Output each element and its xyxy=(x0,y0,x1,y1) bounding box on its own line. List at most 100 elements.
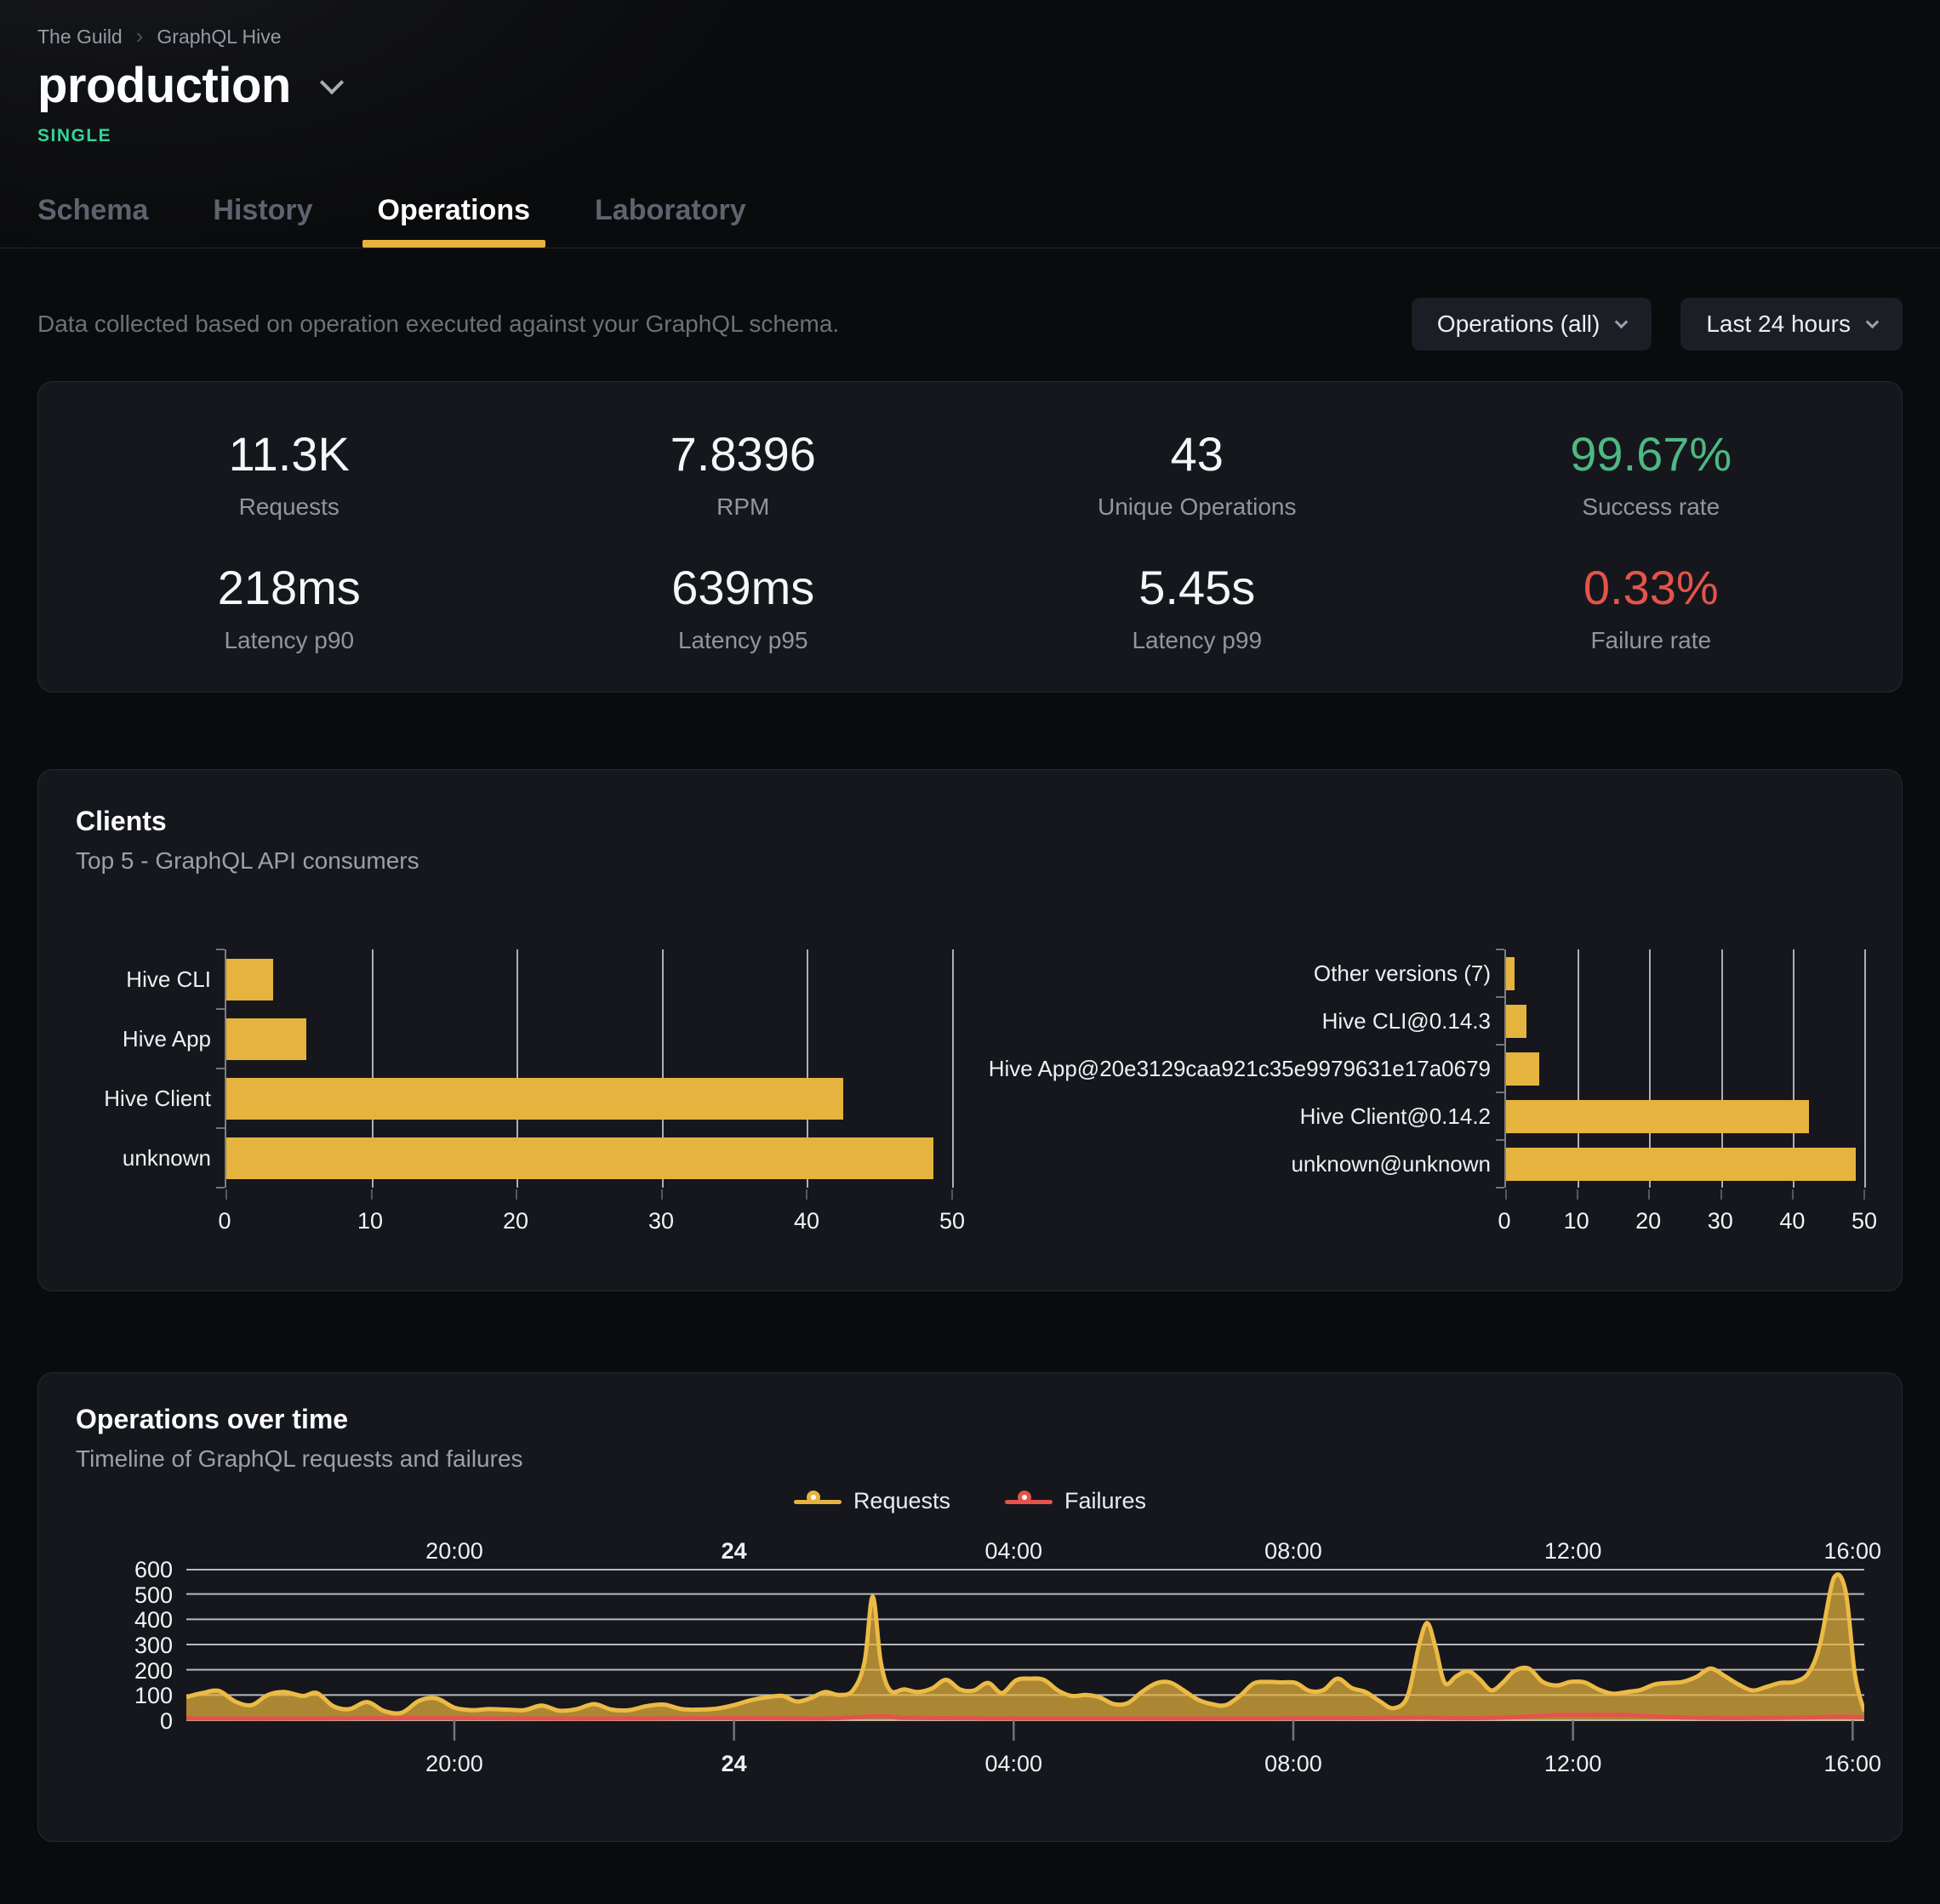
axis-tick-label: 30 xyxy=(648,1208,675,1234)
axis-tick xyxy=(1577,1189,1579,1200)
timeline-legend: Requests Failures xyxy=(76,1488,1864,1514)
bar-category-label: unknown xyxy=(122,1144,211,1171)
timeline-x-tick-label: 24 xyxy=(721,1538,747,1564)
axis-tick xyxy=(1496,1139,1504,1141)
clients-card-subtitle: Top 5 - GraphQL API consumers xyxy=(76,847,419,874)
tab-laboratory[interactable]: Laboratory xyxy=(595,194,746,226)
axis-tick-label: 10 xyxy=(357,1208,384,1234)
clients-by-name-plot[interactable] xyxy=(216,949,954,1200)
gridline xyxy=(952,949,954,1188)
breadcrumb: The Guild › GraphQL Hive xyxy=(37,0,1903,48)
chevron-down-icon xyxy=(1615,315,1629,329)
bar-category-label: Hive CLI@0.14.3 xyxy=(1321,1007,1491,1034)
bar[interactable] xyxy=(226,1018,306,1060)
bar[interactable] xyxy=(1506,1052,1539,1086)
bar-category-label: unknown@unknown xyxy=(1291,1150,1491,1177)
timeline-x-tick-label: 12:00 xyxy=(1543,1751,1602,1776)
stat-latency-p90: 218ms Latency p90 xyxy=(217,561,361,653)
single-badge: SINGLE xyxy=(37,126,112,145)
axis-tick-label: 30 xyxy=(1707,1208,1733,1234)
axis-tick xyxy=(1496,1092,1504,1093)
page-header: The Guild › GraphQL Hive production SING… xyxy=(0,0,1940,248)
axis-tick xyxy=(1496,1044,1504,1046)
timeline-x-tick-label: 08:00 xyxy=(1264,1538,1322,1564)
clients-by-name-chart: Hive CLI Hive App Hive Client unknown 0 10 20… xyxy=(76,949,965,1242)
tab-history[interactable]: History xyxy=(213,194,313,226)
axis-tick xyxy=(216,1068,225,1069)
target-selector-chevron-icon[interactable] xyxy=(319,70,344,94)
breadcrumb-item-org[interactable]: The Guild xyxy=(37,26,123,48)
axis-tick-label: 40 xyxy=(1779,1208,1806,1234)
axis-tick xyxy=(225,1189,227,1200)
timeline-y-tick-label: 300 xyxy=(134,1633,173,1658)
clients-card-title: Clients xyxy=(76,806,167,836)
bar[interactable] xyxy=(226,958,273,1000)
bar[interactable] xyxy=(1506,1004,1526,1038)
clients-card: Clients Top 5 - GraphQL API consumers Hi… xyxy=(37,769,1903,1291)
tab-operations[interactable]: Operations xyxy=(362,194,546,248)
time-range-value: Last 24 hours xyxy=(1706,311,1851,337)
bar[interactable] xyxy=(226,1077,844,1120)
legend-requests[interactable]: Requests xyxy=(793,1488,950,1514)
active-tab-underline xyxy=(362,240,546,248)
axis-tick xyxy=(370,1189,373,1200)
stat-rpm: 7.8396 RPM xyxy=(670,427,816,520)
content-description: Data collected based on operation execut… xyxy=(37,311,840,337)
bar[interactable] xyxy=(1506,956,1515,990)
ops-card-title: Operations over time xyxy=(76,1404,349,1434)
operations-filter-dropdown[interactable]: Operations (all) xyxy=(1411,298,1652,351)
bar-category-label: Hive Client xyxy=(104,1085,211,1111)
timeline-y-axis: 0 100 200 300 400 500 600 xyxy=(76,1535,186,1781)
bar-category-label: Other versions (7) xyxy=(1313,960,1491,986)
axis-tick xyxy=(1496,996,1504,998)
stat-failure-rate: 0.33% Failure rate xyxy=(1583,561,1719,653)
timeline-chart[interactable] xyxy=(186,1569,1864,1747)
bar[interactable] xyxy=(1506,1147,1856,1181)
clients-by-version-labels: Other versions (7) Hive CLI@0.14.3 Hive Ap… xyxy=(988,949,1504,1242)
bar-category-label: Hive App xyxy=(122,1025,211,1052)
ops-card-subtitle: Timeline of GraphQL requests and failure… xyxy=(76,1445,523,1472)
axis-tick xyxy=(1496,949,1504,950)
timeline-x-axis-top: 20:00 24 04:00 08:00 12:00 16:00 xyxy=(186,1535,1881,1569)
legend-failures[interactable]: Failures xyxy=(1005,1488,1146,1514)
breadcrumb-item-project[interactable]: GraphQL Hive xyxy=(157,26,282,48)
time-range-dropdown[interactable]: Last 24 hours xyxy=(1680,298,1903,351)
timeline-x-tick-label: 24 xyxy=(721,1751,747,1776)
axis-tick-label: 10 xyxy=(1563,1208,1589,1234)
gridline xyxy=(1864,949,1866,1188)
axis-tick xyxy=(806,1189,808,1200)
gridline xyxy=(661,949,664,1188)
gridline xyxy=(807,949,809,1188)
axis-tick xyxy=(1791,1189,1794,1200)
bar[interactable] xyxy=(1506,1099,1810,1133)
axis-tick-label: 50 xyxy=(939,1208,966,1234)
clients-by-version-plot[interactable] xyxy=(1496,949,1866,1200)
timeline-x-tick-label: 04:00 xyxy=(984,1538,1043,1564)
axis-tick xyxy=(660,1189,663,1200)
requests-marker-icon xyxy=(793,1490,842,1514)
gridline xyxy=(1792,949,1794,1188)
clients-by-name-axis: 0 10 20 30 40 50 xyxy=(218,1203,965,1242)
axis-tick xyxy=(1863,1189,1865,1200)
axis-tick xyxy=(216,949,225,950)
timeline-x-tick-label: 20:00 xyxy=(425,1538,483,1564)
axis-tick xyxy=(216,1127,225,1129)
gridline xyxy=(371,949,374,1188)
timeline-x-tick-label: 04:00 xyxy=(984,1751,1043,1776)
bar-category-label: Hive App@20e3129caa921c35e9979631e17a067… xyxy=(988,1055,1491,1081)
bar[interactable] xyxy=(226,1137,933,1179)
axis-tick xyxy=(1648,1189,1651,1200)
axis-tick-label: 20 xyxy=(1635,1208,1662,1234)
page-title: production xyxy=(37,58,291,113)
axis-tick xyxy=(951,1189,953,1200)
timeline-x-tick-label: 16:00 xyxy=(1823,1751,1882,1776)
tab-schema[interactable]: Schema xyxy=(37,194,149,226)
timeline-y-tick-label: 400 xyxy=(134,1607,173,1633)
stat-requests: 11.3K Requests xyxy=(228,427,350,520)
timeline-y-tick-label: 200 xyxy=(134,1657,173,1684)
failures-marker-icon xyxy=(1005,1490,1053,1514)
clients-by-version-chart: Other versions (7) Hive CLI@0.14.3 Hive Ap… xyxy=(988,949,1877,1242)
axis-tick xyxy=(516,1189,518,1200)
axis-tick xyxy=(216,1187,225,1189)
axis-tick xyxy=(1720,1189,1722,1200)
